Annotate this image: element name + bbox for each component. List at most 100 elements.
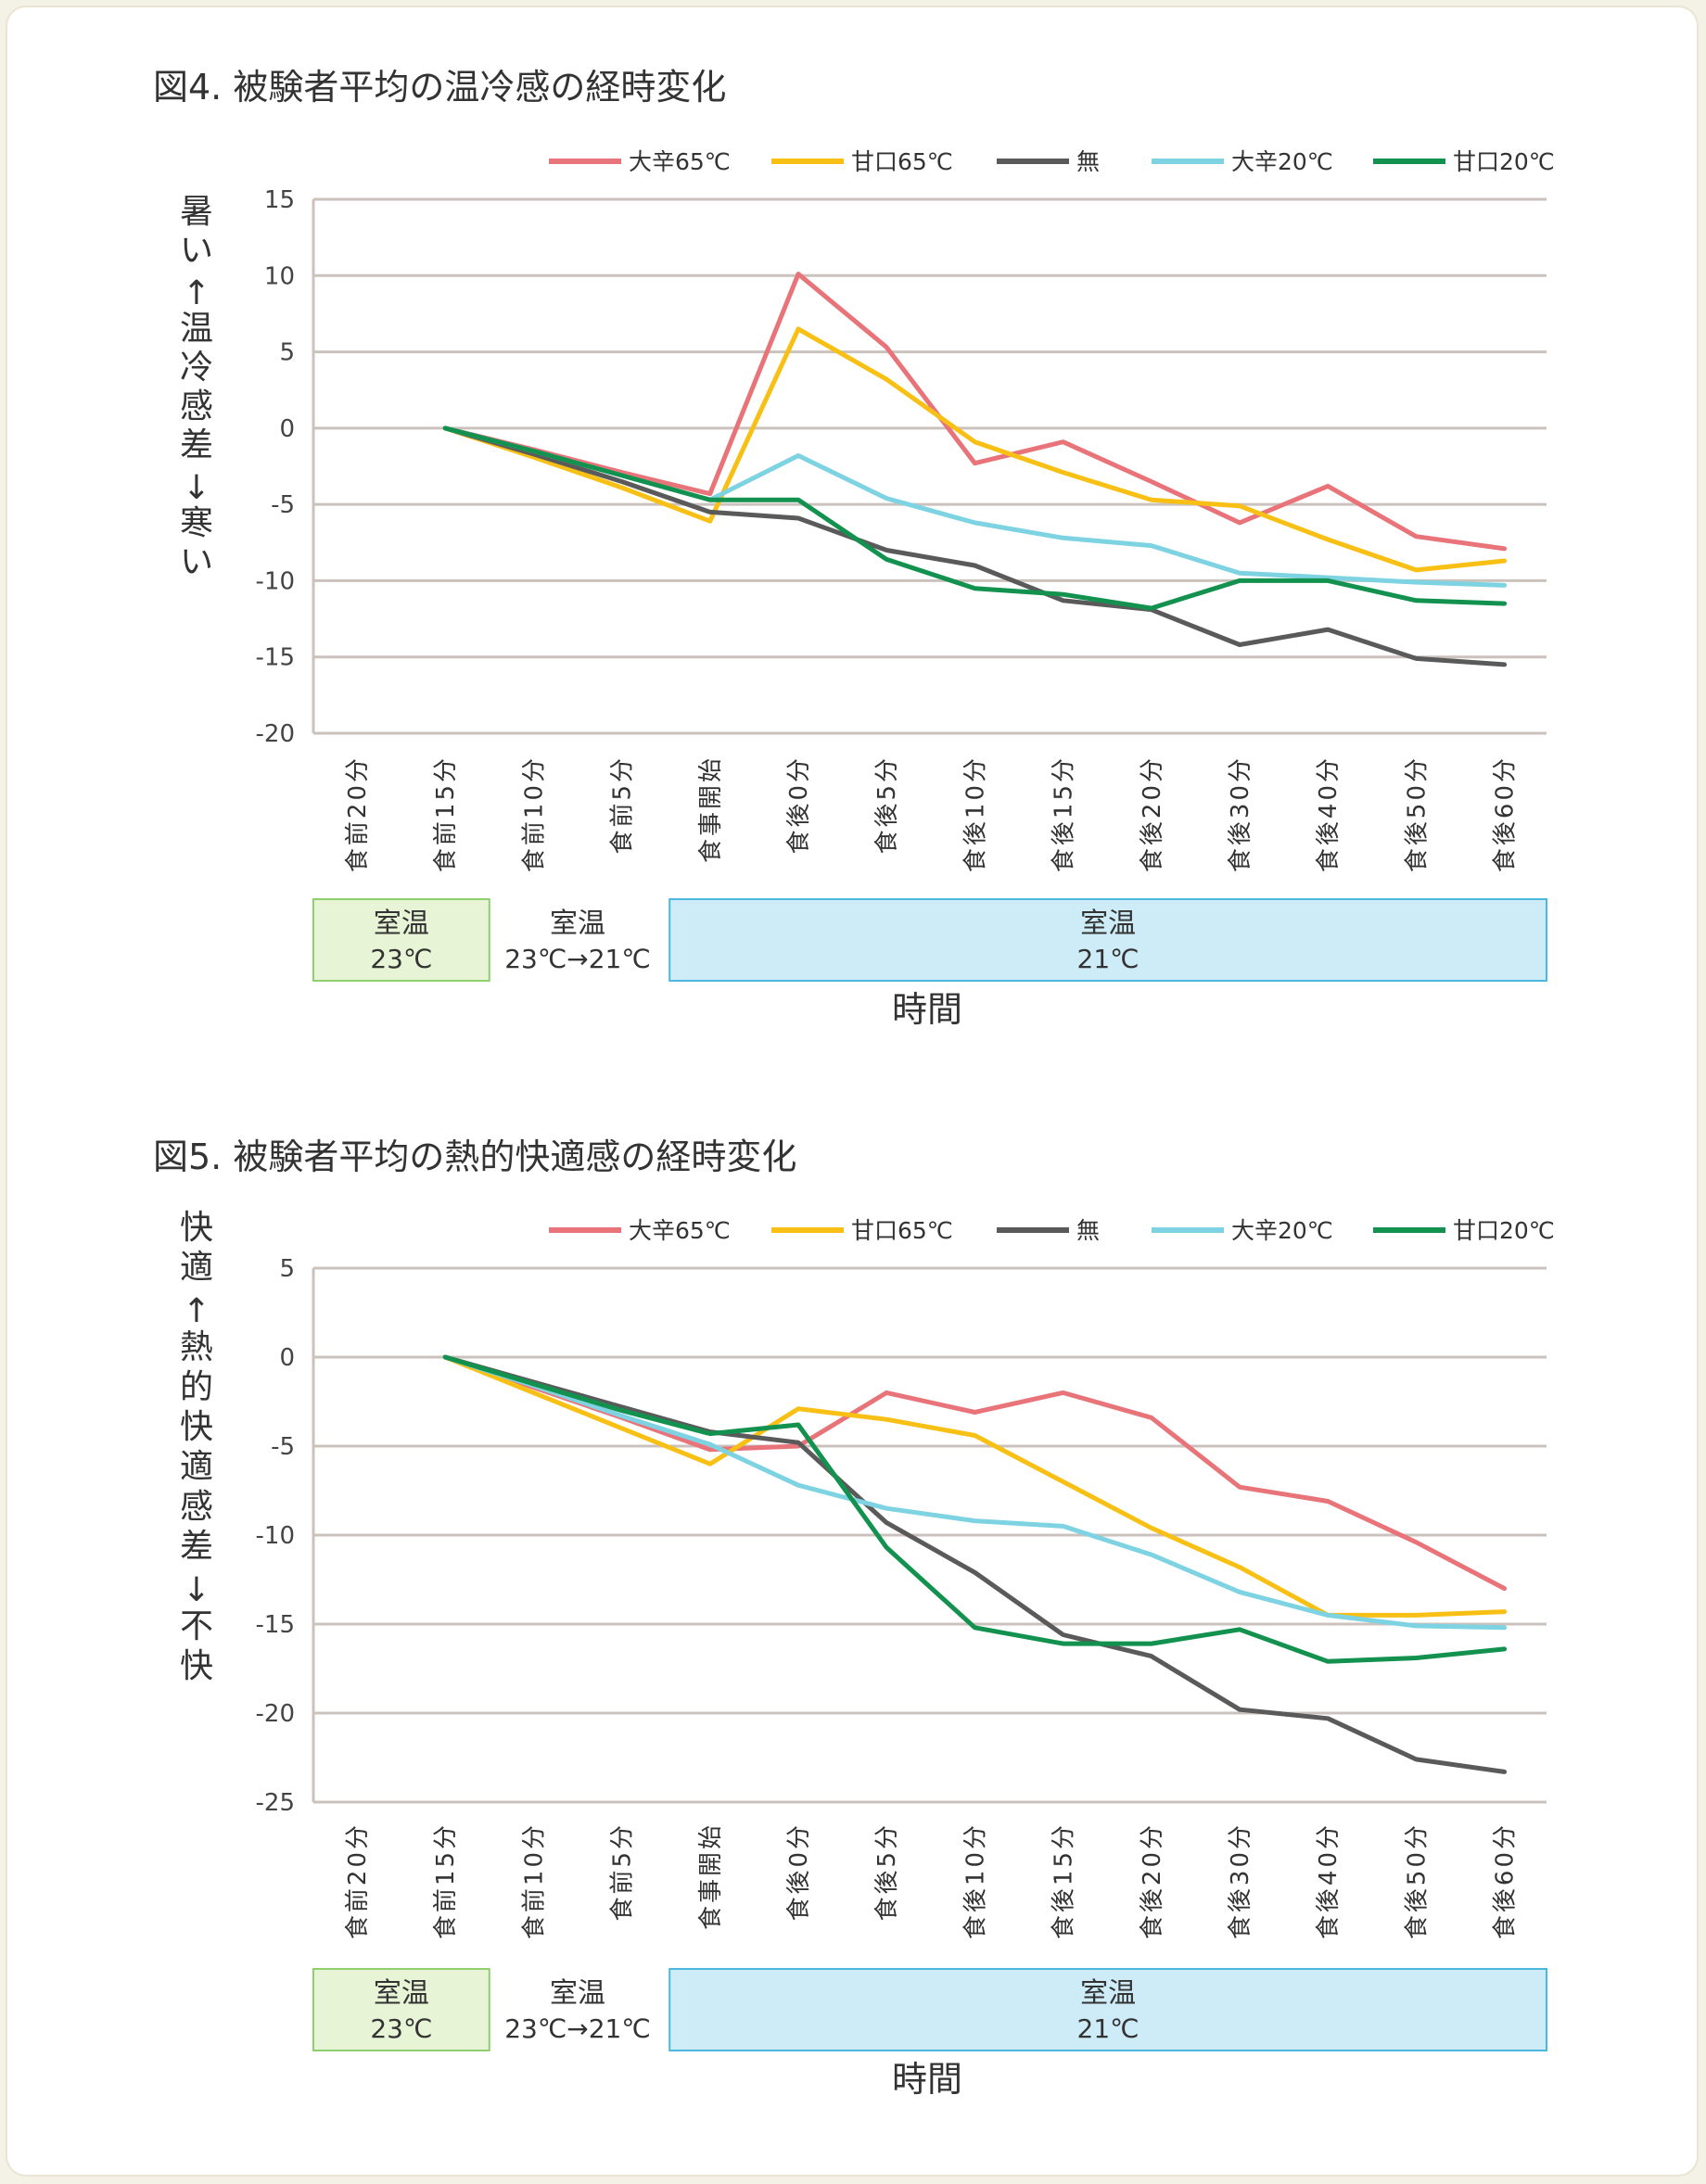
legend-label: 甘口65℃ [851,1217,953,1244]
period-label: 室温 [550,1977,605,2010]
x-axis-title: 時間 [892,989,962,1030]
legend-label: 大辛65℃ [629,1217,731,1244]
y-tick-label: -15 [256,644,295,672]
series-line [442,1354,1508,1618]
x-tick-label: 食後10分 [961,756,989,872]
legend-label: 甘口20℃ [1453,1217,1555,1244]
period-box: 室温 23℃→21℃ [504,908,651,974]
x-tick-label: 食後60分 [1492,756,1520,872]
period-label: 室温 [1080,1977,1136,2010]
legend-label: 無 [1076,148,1100,175]
series-line [442,1354,1508,1631]
chart-title: 図4. 被験者平均の温冷感の経時変化 [153,67,726,108]
period-temp: 23℃ [370,2013,432,2044]
x-tick-label: 食前10分 [520,1822,548,1939]
y-tick-label: 0 [279,1344,295,1372]
legend-item: 大辛65℃ [549,148,731,175]
y-axis-label: 快適↑熱的快適感差↓不快 [180,1209,213,1685]
legend-label: 大辛65℃ [629,148,731,175]
period-rect [668,1968,1547,2051]
x-tick-label: 食前20分 [344,756,372,872]
period-label: 室温 [1080,908,1136,940]
x-tick-label: 食後0分 [785,756,813,855]
legend-label: 大辛20℃ [1231,1217,1333,1244]
series-line [442,272,1508,552]
series-line [442,425,1508,588]
x-tick-label: 食後50分 [1403,1822,1431,1939]
x-tick-label: 食前10分 [520,756,548,872]
series-line [442,1354,1508,1592]
y-tick-label: -10 [256,567,295,595]
period-temp: 23℃→21℃ [504,944,651,974]
x-tick-label: 食後30分 [1227,1822,1254,1939]
y-tick-label: -5 [271,491,295,519]
period-rect [312,898,490,982]
x-tick-label: 食前15分 [432,756,460,872]
x-tick-label: 食後50分 [1403,756,1431,872]
y-tick-label: -25 [256,1789,295,1817]
y-tick-label: 0 [279,415,295,443]
legend-item: 大辛20℃ [1152,1217,1333,1244]
legend-item: 無 [997,1217,1100,1244]
period-rect [668,898,1547,982]
period-box: 室温 21℃ [668,898,1547,982]
chart-title: 図5. 被験者平均の熱的快適感の経時変化 [153,1136,796,1177]
x-tick-label: 食後5分 [873,756,901,855]
legend-item: 無 [997,148,1100,175]
legend-item: 甘口20℃ [1373,1217,1555,1244]
x-tick-label: 食後20分 [1139,1822,1166,1939]
period-label: 室温 [374,908,429,940]
x-tick-label: 食後0分 [785,1822,813,1922]
series-line [442,1354,1508,1774]
period-label: 室温 [374,1977,429,2010]
x-tick-label: 食後40分 [1315,756,1343,872]
x-tick-label: 食前5分 [609,1822,637,1922]
y-tick-label: 5 [279,1255,295,1283]
period-label: 室温 [550,908,605,940]
x-axis-title: 時間 [892,2059,962,2100]
y-tick-label: -5 [271,1433,295,1461]
x-tick-label: 食前20分 [344,1822,372,1939]
legend-item: 甘口65℃ [771,148,953,175]
series-line [442,326,1508,573]
x-tick-label: 食後15分 [1050,756,1078,872]
legend-label: 大辛20℃ [1231,148,1333,175]
legend-label: 甘口65℃ [851,148,953,175]
legend-item: 大辛65℃ [549,1217,731,1244]
x-tick-label: 食後60分 [1492,1822,1520,1939]
period-temp: 23℃ [370,944,432,974]
period-temp: 21℃ [1077,944,1139,974]
y-tick-label: 15 [264,186,295,214]
period-temp: 23℃→21℃ [504,2013,651,2044]
x-tick-label: 食前5分 [609,756,637,855]
legend-item: 甘口65℃ [771,1217,953,1244]
x-tick-label: 食後15分 [1050,1822,1078,1939]
x-tick-label: 食事開始 [697,1822,725,1930]
y-tick-label: -10 [256,1522,295,1550]
y-tick-label: -20 [256,720,295,748]
y-tick-label: -15 [256,1611,295,1639]
period-box: 室温 23℃ [312,898,490,982]
figure-frame [6,6,1699,2177]
y-tick-label: -20 [256,1700,295,1728]
x-tick-label: 食後20分 [1139,756,1166,872]
y-tick-label: 5 [279,339,295,367]
x-tick-label: 食前15分 [432,1822,460,1939]
legend-item: 甘口20℃ [1373,148,1555,175]
x-tick-label: 食後10分 [961,1822,989,1939]
x-tick-label: 食後40分 [1315,1822,1343,1939]
series-line [442,425,1508,611]
legend-label: 無 [1076,1217,1100,1244]
series-line [442,425,1508,667]
legend-label: 甘口20℃ [1453,148,1555,175]
y-tick-label: 10 [264,262,295,290]
x-tick-label: 食後30分 [1227,756,1254,872]
period-rect [312,1968,490,2051]
legend-item: 大辛20℃ [1152,148,1333,175]
